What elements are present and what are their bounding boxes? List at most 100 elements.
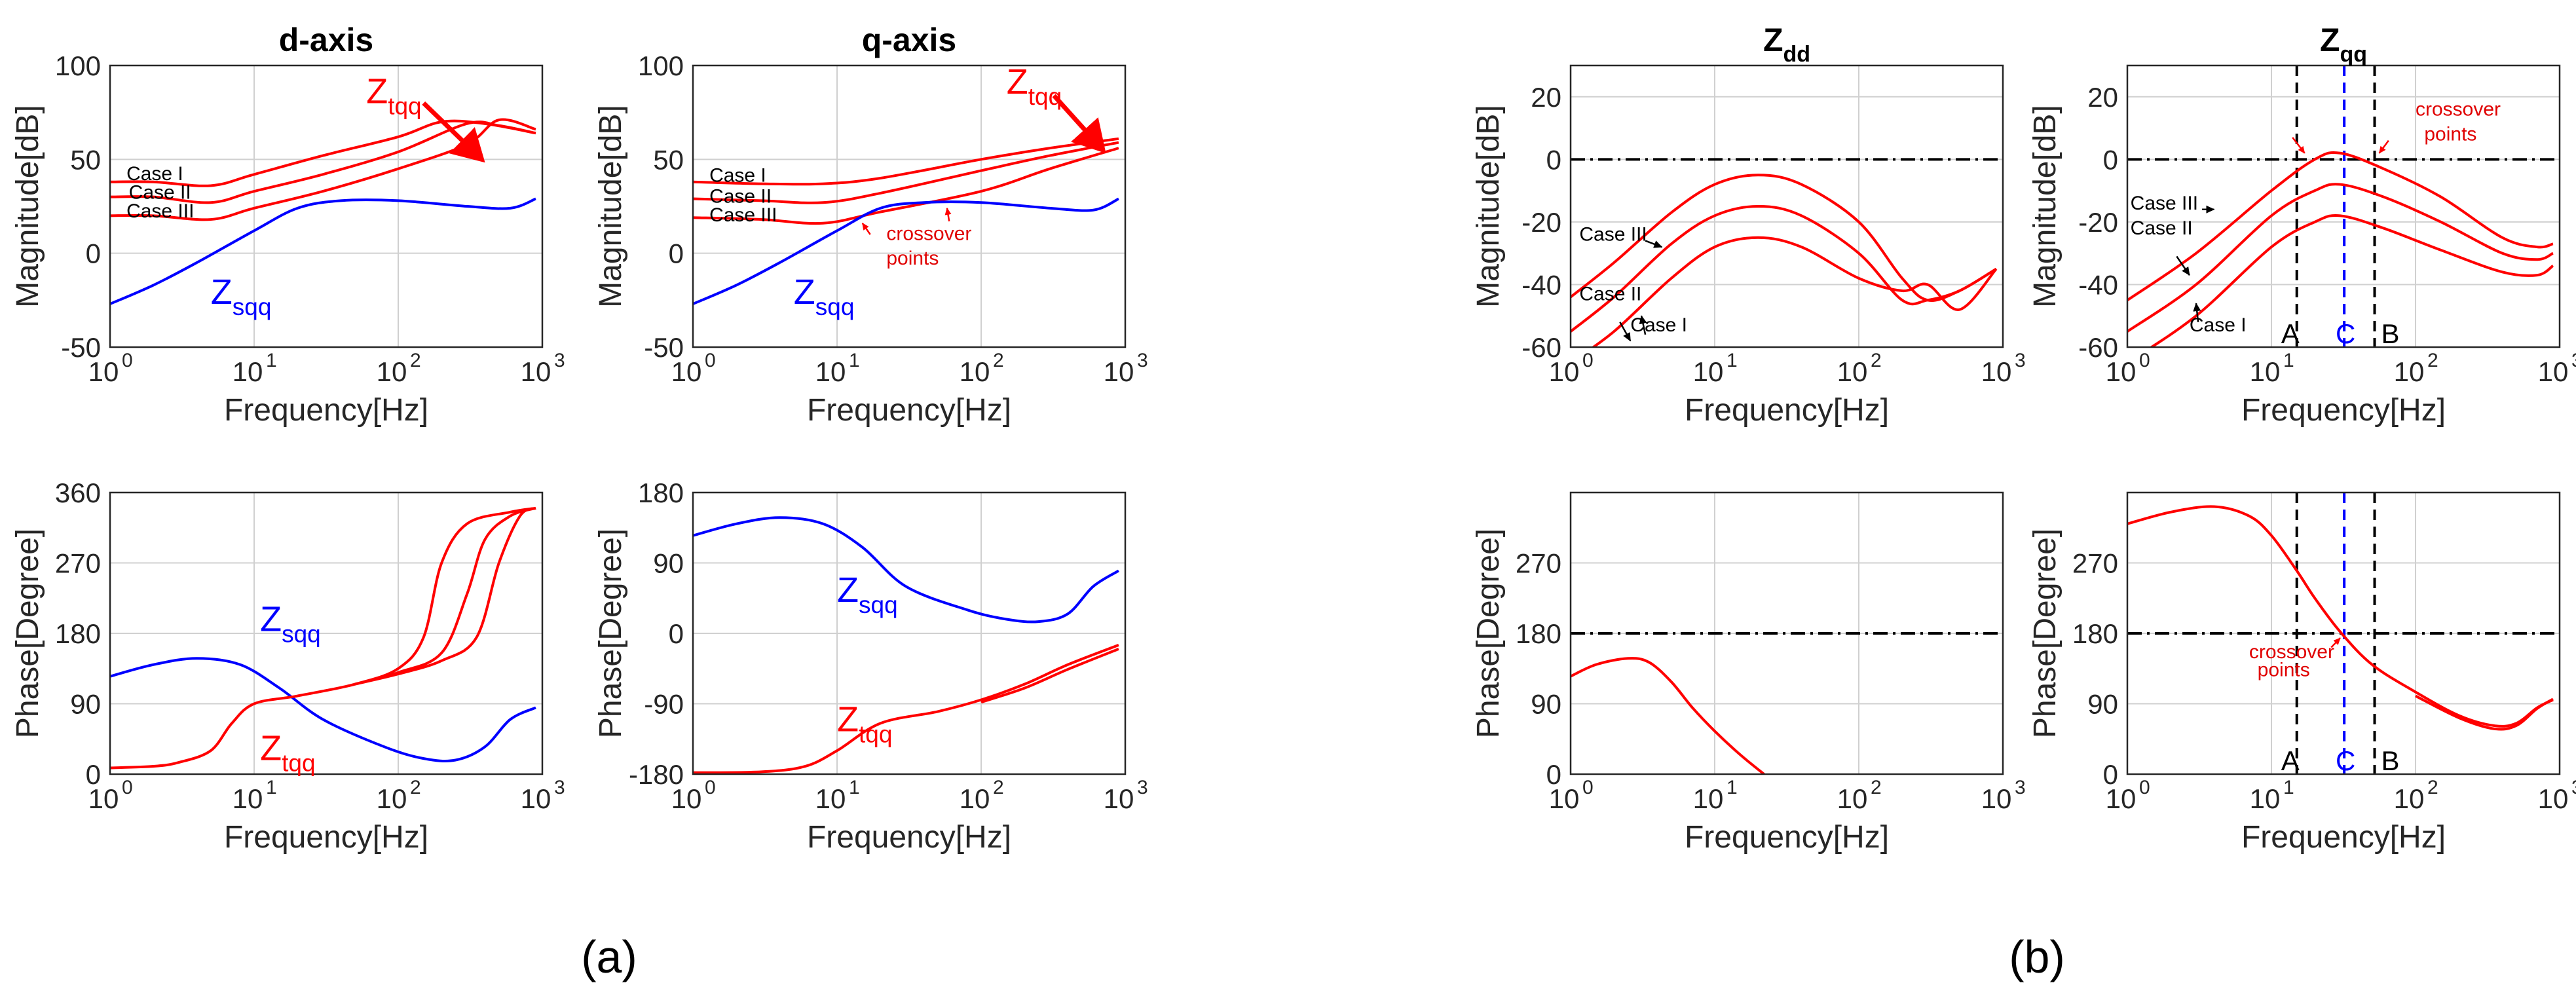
series-line-2 xyxy=(980,648,1119,704)
x-tick-exponent: 0 xyxy=(122,777,133,798)
label-z-tqq: Ztqq xyxy=(837,699,892,747)
case-ii-label: Case II xyxy=(1579,283,1641,305)
y-tick-label: -40 xyxy=(1521,269,1561,300)
pointer-arrow xyxy=(2193,303,2201,322)
series-line-3 xyxy=(693,197,1119,305)
x-tick-exponent: 0 xyxy=(1582,777,1594,798)
series-line-0 xyxy=(1571,657,1765,774)
y-axis-label: Magnitude[dB] xyxy=(593,105,628,308)
pointer-arrow xyxy=(2292,137,2305,154)
y-tick-label: 180 xyxy=(638,477,684,508)
y-tick-label: 0 xyxy=(669,618,684,649)
case-ii-label: Case II xyxy=(709,185,772,207)
x-tick-label: 10 xyxy=(1837,356,1868,387)
x-axis-label: Frequency[Hz] xyxy=(1685,820,1889,855)
x-tick-label: 10 xyxy=(2394,356,2425,387)
plot-area-frame xyxy=(1569,64,2004,348)
x-axis-label: Frequency[Hz] xyxy=(2241,393,2446,428)
x-tick-exponent: 3 xyxy=(2015,350,2026,371)
x-tick-exponent: 1 xyxy=(2283,777,2294,798)
x-tick-label: 10 xyxy=(88,356,119,387)
y-tick-label: 20 xyxy=(1531,82,1561,113)
pointer-arrow xyxy=(1645,240,1663,248)
series-line-2 xyxy=(1591,236,1998,347)
x-tick-exponent: 3 xyxy=(2015,777,2026,798)
crossover-label: crossover xyxy=(2416,98,2501,120)
y-tick-label: 0 xyxy=(1546,144,1561,175)
y-tick-label: -180 xyxy=(629,759,684,790)
plot-area-frame xyxy=(109,64,544,348)
series-line-1 xyxy=(693,644,1119,774)
series-line-1 xyxy=(2127,183,2554,333)
label-z-sqq: Zsqq xyxy=(794,272,855,320)
y-axis-label: Magnitude[dB] xyxy=(2028,105,2063,308)
y-tick-label: -60 xyxy=(1521,332,1561,363)
caption-b: (b) xyxy=(2009,931,2065,982)
x-tick-label: 10 xyxy=(1104,356,1134,387)
y-tick-label: 20 xyxy=(2087,82,2118,113)
series-line-3 xyxy=(354,506,536,686)
panel-b-magnitude-zqq: ACB-60-40-20020100101102103Frequency[Hz]… xyxy=(2028,22,2576,428)
x-tick-exponent: 1 xyxy=(1727,350,1738,371)
x-tick-label: 10 xyxy=(521,356,551,387)
case-iii-label: Case III xyxy=(709,204,777,226)
series-line-2 xyxy=(2149,214,2554,347)
series-line-0 xyxy=(2127,151,2554,301)
y-tick-label: 90 xyxy=(1531,689,1561,720)
pointer-arrow xyxy=(1639,315,1647,335)
y-tick-label: 0 xyxy=(86,759,101,790)
x-tick-exponent: 2 xyxy=(2427,350,2438,371)
case-ii-label: Case II xyxy=(2131,217,2193,239)
x-tick-exponent: 3 xyxy=(1137,350,1148,371)
x-tick-label: 10 xyxy=(88,783,119,814)
case-i-label: Case I xyxy=(709,165,766,187)
x-tick-exponent: 2 xyxy=(410,777,421,798)
plot-area-frame xyxy=(1569,491,2004,775)
x-tick-exponent: 2 xyxy=(2427,777,2438,798)
x-tick-exponent: 0 xyxy=(705,350,716,371)
y-tick-label: 360 xyxy=(55,477,101,508)
x-tick-label: 10 xyxy=(1549,356,1580,387)
trend-arrow xyxy=(422,101,485,163)
points-label: points xyxy=(2258,660,2310,681)
label-z-sqq: Zsqq xyxy=(260,599,321,647)
y-tick-label: 90 xyxy=(70,689,101,720)
x-tick-label: 10 xyxy=(960,783,990,814)
y-tick-label: 100 xyxy=(638,50,684,81)
x-tick-exponent: 0 xyxy=(2139,777,2150,798)
series-line-1 xyxy=(2415,694,2554,731)
y-axis-label: Phase[Degree] xyxy=(1471,529,1506,738)
x-tick-exponent: 2 xyxy=(993,777,1004,798)
x-tick-label: 10 xyxy=(2106,356,2137,387)
x-axis-label: Frequency[Hz] xyxy=(2241,820,2446,855)
x-tick-exponent: 0 xyxy=(122,350,133,371)
pointer-arrow xyxy=(2330,637,2341,648)
y-tick-label: -90 xyxy=(644,689,684,720)
series-line-2 xyxy=(354,506,536,686)
x-tick-exponent: 2 xyxy=(1871,350,1882,371)
pointer-arrow xyxy=(861,222,871,235)
series-line-2 xyxy=(693,147,1119,225)
y-tick-label: 50 xyxy=(70,144,101,175)
y-tick-label: 90 xyxy=(2087,689,2118,720)
y-axis-label: Phase[Degree] xyxy=(593,529,628,738)
x-tick-exponent: 3 xyxy=(1137,777,1148,798)
x-tick-exponent: 2 xyxy=(1871,777,1882,798)
y-tick-label: 90 xyxy=(653,548,684,579)
y-tick-label: 50 xyxy=(653,144,684,175)
x-tick-label: 10 xyxy=(1693,356,1724,387)
x-axis-label: Frequency[Hz] xyxy=(1685,393,1889,428)
x-tick-label: 10 xyxy=(2538,783,2569,814)
marker-label-c: C xyxy=(2336,745,2355,776)
y-axis-label: Phase[Degree] xyxy=(10,529,45,738)
series-line-1 xyxy=(1571,205,1997,333)
x-tick-label: 10 xyxy=(2538,356,2569,387)
y-tick-label: 0 xyxy=(669,238,684,269)
x-tick-label: 10 xyxy=(233,356,263,387)
x-tick-exponent: 0 xyxy=(2139,350,2150,371)
x-tick-label: 10 xyxy=(1837,783,1868,814)
